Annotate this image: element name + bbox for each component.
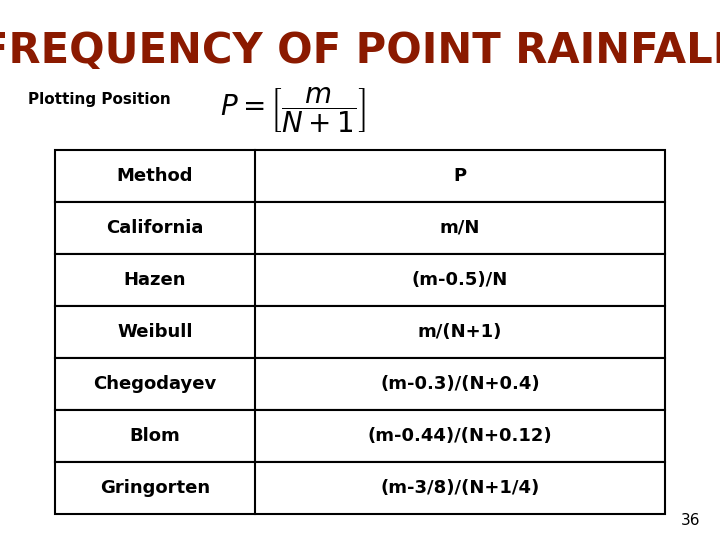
Text: m/(N+1): m/(N+1) [418,323,502,341]
Text: Weibull: Weibull [117,323,193,341]
Text: Hazen: Hazen [124,271,186,289]
Bar [55,306,665,358]
Text: FREQUENCY OF POINT RAINFALL: FREQUENCY OF POINT RAINFALL [0,30,720,72]
Text: California: California [107,219,204,237]
Text: (m-3/8)/(N+1/4): (m-3/8)/(N+1/4) [380,479,539,497]
Text: (m-0.44)/(N+0.12): (m-0.44)/(N+0.12) [368,427,552,445]
Text: Chegodayev: Chegodayev [94,375,217,393]
Text: Plotting Position: Plotting Position [28,92,171,107]
Text: Blom: Blom [130,427,181,445]
Bar [55,150,665,202]
Text: P: P [454,167,467,185]
Bar [55,462,665,514]
Text: Method: Method [117,167,193,185]
Text: $P=\left[\dfrac{m}{N+1}\right]$: $P=\left[\dfrac{m}{N+1}\right]$ [220,85,366,134]
Bar [55,358,665,410]
Bar [55,254,665,306]
Bar [55,202,665,254]
Text: Gringorten: Gringorten [100,479,210,497]
Text: (m-0.5)/N: (m-0.5)/N [412,271,508,289]
Bar [55,410,665,462]
Text: m/N: m/N [440,219,480,237]
Text: (m-0.3)/(N+0.4): (m-0.3)/(N+0.4) [380,375,540,393]
Text: 36: 36 [680,513,700,528]
